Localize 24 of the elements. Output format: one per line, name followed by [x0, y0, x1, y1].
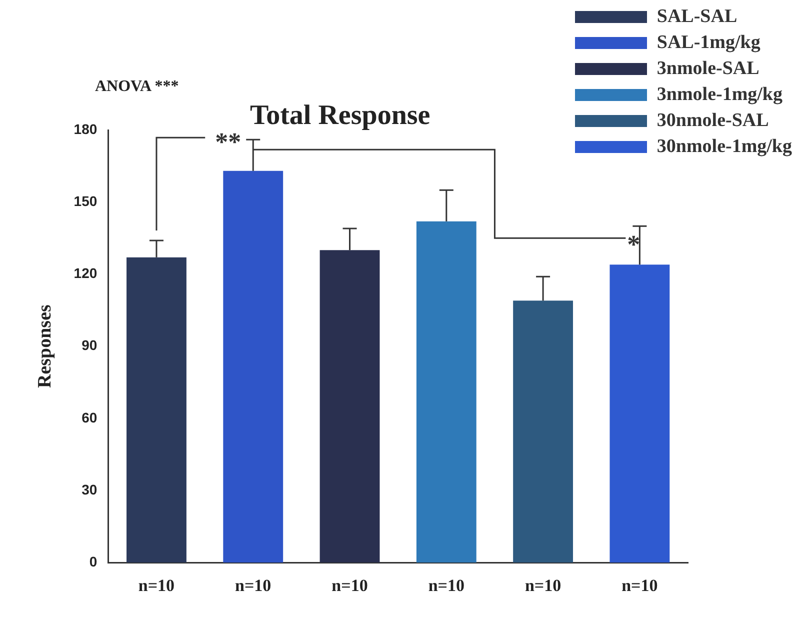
- y-tick-label: 150: [74, 192, 98, 209]
- x-tick-label: n=10: [332, 576, 368, 596]
- x-tick-label: n=10: [235, 576, 272, 596]
- legend-label: 30nmole-1mg/kg: [656, 136, 792, 158]
- text: ANOVA ***: [95, 78, 179, 96]
- annotation: **: [215, 127, 242, 156]
- x-tick-label: n=10: [138, 576, 175, 596]
- legend-label: SAL-SAL: [656, 6, 738, 28]
- legend-label: 3nmole-SAL: [656, 58, 760, 80]
- legend-label: 3nmole-1mg/kg: [656, 84, 782, 106]
- y-tick-label: 30: [82, 481, 98, 498]
- annotation: *: [627, 230, 640, 259]
- y-tick-label: 120: [74, 265, 98, 282]
- y-axis-title: Responses: [34, 304, 56, 388]
- legend-label: 30nmole-SAL: [656, 110, 769, 132]
- x-tick-label: n=10: [524, 576, 562, 596]
- x-tick-label: n=10: [622, 576, 658, 596]
- y-tick-label: 90: [82, 337, 98, 354]
- legend-label: SAL-1mg/kg: [656, 32, 760, 54]
- x-tick-label: n=10: [428, 576, 464, 596]
- y-tick-label: 0: [89, 553, 98, 570]
- y-tick-label: 180: [74, 120, 98, 137]
- chart-title: Total Response: [250, 100, 430, 132]
- y-tick-label: 60: [82, 409, 98, 426]
